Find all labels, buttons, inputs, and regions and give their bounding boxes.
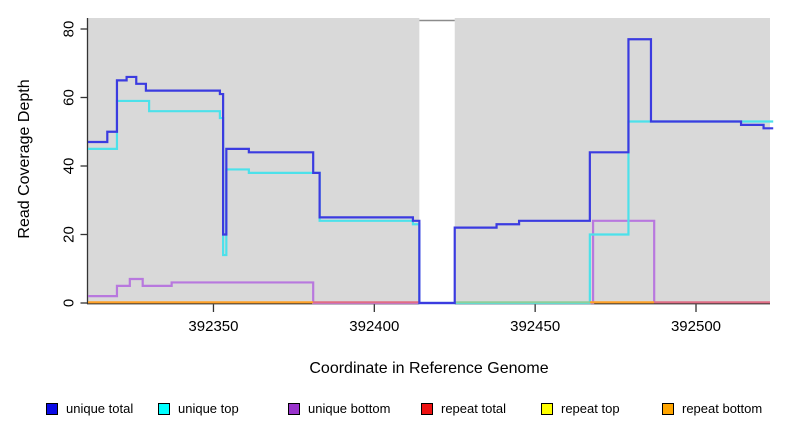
- y-tick-label: 0: [61, 299, 78, 307]
- legend-swatch-icon: [288, 402, 300, 415]
- legend-swatch-icon: [662, 402, 674, 415]
- coverage-plot-canvas: 0 20 40 60 80 392350 392400 392450 392500: [61, 17, 774, 335]
- y-tick-label: 40: [61, 158, 78, 175]
- y-tick-label: 60: [61, 89, 78, 106]
- legend-swatch-icon: [46, 402, 58, 415]
- legend-item-label: repeat total: [441, 401, 507, 416]
- legend-swatch-icon: [158, 402, 170, 415]
- x-tick-label: 392350: [188, 318, 238, 335]
- y-tick-label: 80: [61, 21, 78, 38]
- legend-item-unique-top: unique top: [158, 401, 239, 416]
- legend-item-label: unique top: [178, 401, 239, 416]
- legend-item-label: unique total: [66, 401, 134, 416]
- series-unique-bottom: [88, 219, 656, 305]
- x-tick-label: 392500: [671, 318, 721, 335]
- legend-item-label: unique bottom: [308, 401, 391, 416]
- legend-item-unique-bottom: unique bottom: [288, 401, 390, 416]
- y-axis-title: Read Coverage Depth: [16, 79, 33, 239]
- legend-item-repeat-top: repeat top: [541, 401, 620, 416]
- legend-swatch-icon: [541, 402, 553, 415]
- legend-swatch-icon: [421, 402, 433, 415]
- coverage-gap: [419, 17, 455, 307]
- legend-item-unique-total: unique total: [46, 401, 133, 416]
- legend-item-repeat-total: repeat total: [421, 401, 506, 416]
- series-unique-total: [88, 38, 774, 305]
- y-tick-label: 20: [61, 226, 78, 243]
- x-tick-label: 392400: [349, 318, 399, 335]
- series-unique-top: [88, 99, 774, 305]
- x-axis-title: Coordinate in Reference Genome: [309, 360, 549, 377]
- x-tick-label: 392450: [510, 318, 560, 335]
- legend-item-repeat-bottom: repeat bottom: [662, 401, 762, 416]
- legend-item-label: repeat bottom: [682, 401, 763, 416]
- legend-item-label: repeat top: [561, 401, 620, 416]
